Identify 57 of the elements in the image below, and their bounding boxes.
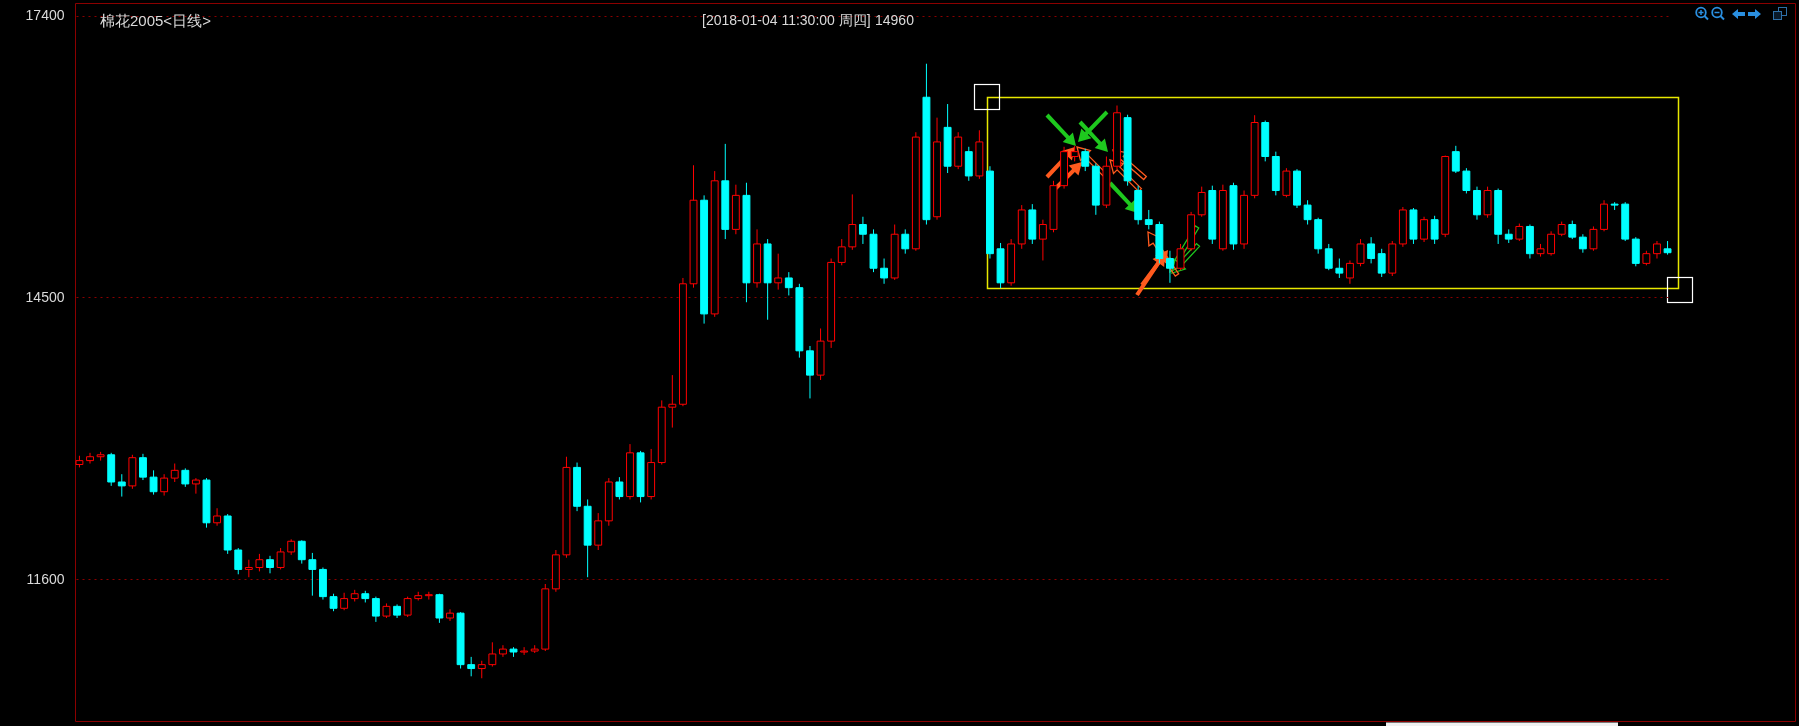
candlestick bbox=[880, 258, 889, 285]
candlestick bbox=[488, 641, 497, 668]
candlestick bbox=[403, 596, 412, 618]
candlestick bbox=[266, 555, 274, 574]
candlestick bbox=[170, 463, 179, 483]
candlestick bbox=[1547, 230, 1556, 257]
candlestick bbox=[1377, 248, 1386, 278]
candlestick bbox=[1430, 215, 1439, 245]
y-tick-label: 14500 bbox=[25, 288, 65, 305]
candlestick bbox=[181, 467, 190, 488]
y-tick-label: 17400 bbox=[25, 7, 65, 24]
candlestick bbox=[1081, 148, 1090, 172]
text: 棉花2005<日线> bbox=[100, 12, 212, 29]
candlestick bbox=[1303, 199, 1312, 226]
candlestick bbox=[784, 271, 793, 296]
candlestick bbox=[1578, 233, 1587, 254]
candlestick bbox=[139, 453, 147, 481]
candlestick bbox=[837, 238, 846, 266]
text: [2018-01-04 11:30:00 周四] bbox=[702, 12, 871, 28]
candlestick bbox=[1197, 186, 1206, 218]
candlestick bbox=[213, 507, 222, 527]
candlestick bbox=[1335, 258, 1344, 279]
candlestick bbox=[234, 547, 243, 575]
candlestick bbox=[1568, 220, 1577, 240]
candlestick bbox=[1176, 243, 1185, 271]
y-tick-label: 11600 bbox=[26, 570, 65, 587]
candlestick bbox=[1589, 225, 1598, 252]
candlestick bbox=[446, 608, 454, 622]
candlestick bbox=[1038, 219, 1047, 261]
candlestick bbox=[149, 469, 158, 496]
candlestick bbox=[858, 216, 867, 245]
candlestick bbox=[117, 473, 126, 498]
candlestick bbox=[467, 656, 476, 677]
candlestick bbox=[1356, 238, 1365, 267]
candlestick bbox=[615, 476, 624, 500]
candlestick bbox=[1144, 209, 1153, 230]
candlestick bbox=[1462, 167, 1471, 194]
candlestick bbox=[276, 547, 285, 570]
candlestick bbox=[1345, 259, 1354, 285]
candlestick bbox=[668, 374, 677, 429]
candlestick bbox=[1451, 145, 1460, 174]
candlestick bbox=[297, 539, 306, 565]
candlestick bbox=[1367, 236, 1376, 264]
candlestick bbox=[86, 452, 94, 465]
candlestick bbox=[520, 646, 529, 656]
candlestick bbox=[1324, 243, 1333, 271]
candlestick bbox=[435, 593, 444, 624]
candlestick bbox=[1420, 216, 1428, 243]
candlestick bbox=[160, 473, 169, 497]
candlestick bbox=[901, 228, 910, 255]
candlestick bbox=[371, 596, 380, 623]
candlestick bbox=[774, 253, 783, 291]
candlestick bbox=[191, 477, 200, 495]
candlestick bbox=[848, 193, 857, 251]
candlestick bbox=[308, 552, 317, 597]
annotation: 14960 bbox=[875, 12, 915, 28]
candlestick bbox=[1166, 250, 1174, 284]
